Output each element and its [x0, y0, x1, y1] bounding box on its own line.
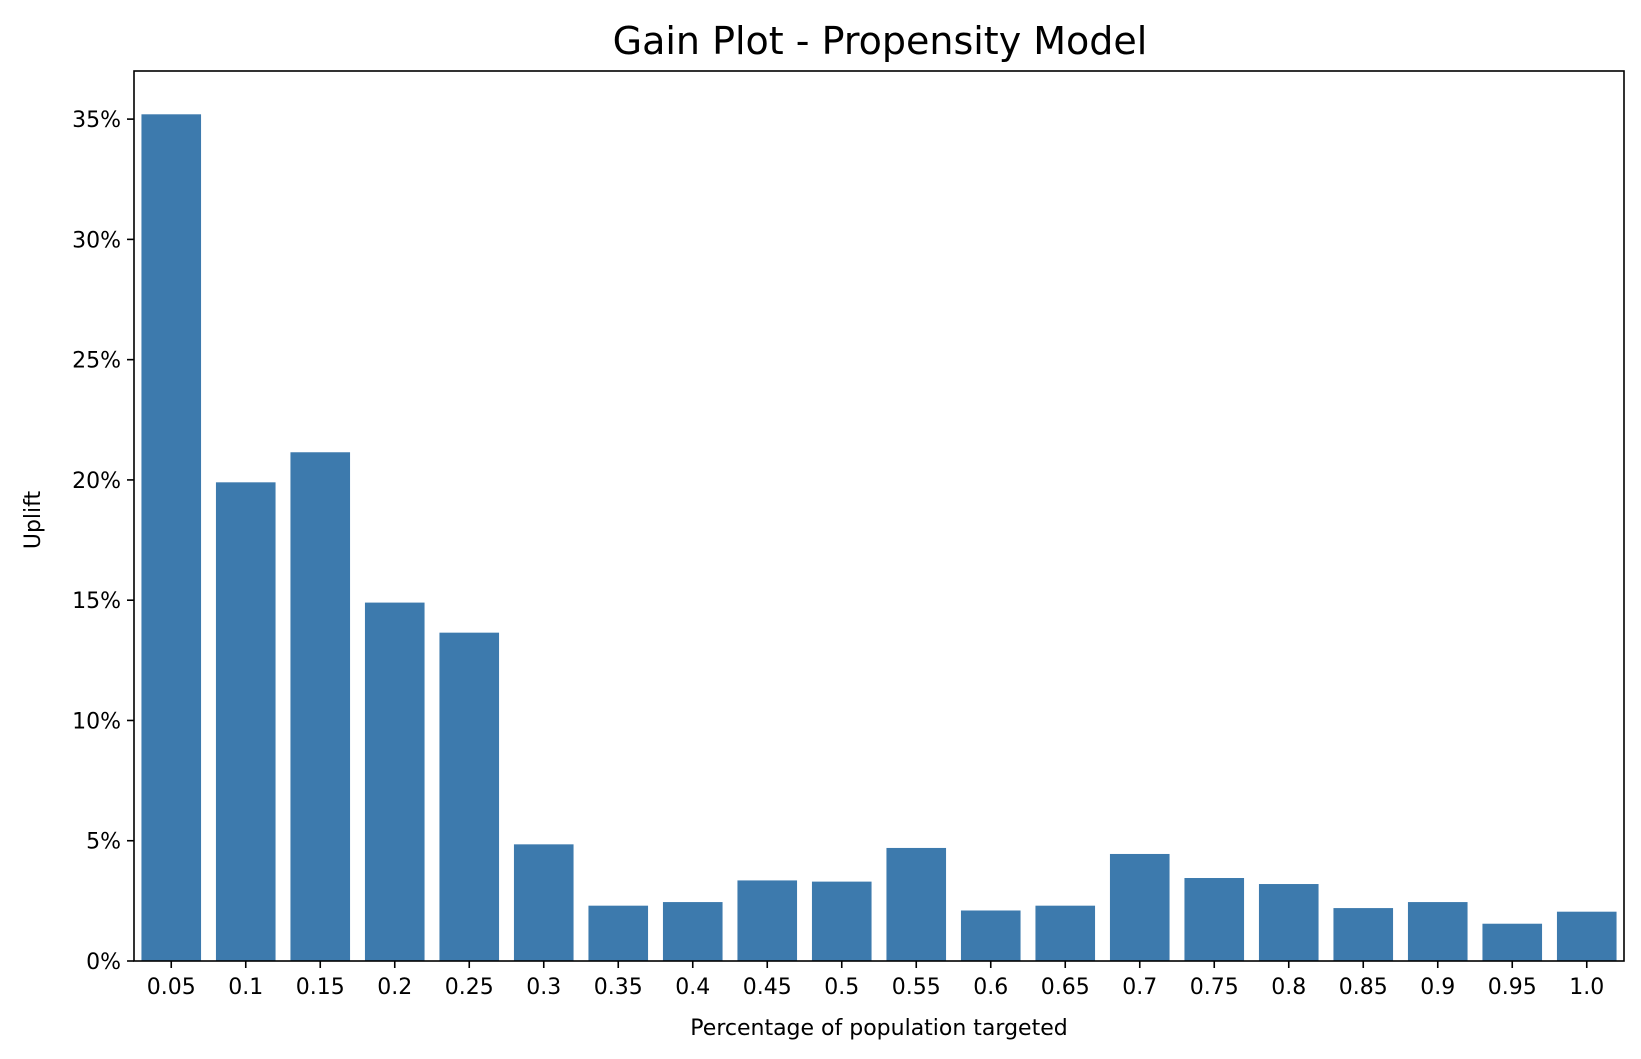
bar-0.3 — [513, 844, 574, 961]
y-tick-label: 20% — [72, 469, 121, 494]
x-axis-label: Percentage of population targeted — [690, 1016, 1067, 1041]
bar-0.1 — [215, 482, 276, 961]
bar-0.35 — [588, 905, 649, 961]
y-tick-label: 25% — [72, 349, 121, 374]
bar-0.5 — [811, 881, 872, 961]
x-tick-label: 0.25 — [445, 975, 494, 1000]
bar-0.2 — [364, 602, 425, 961]
x-tick-label: 0.3 — [526, 975, 561, 1000]
x-tick-label: 1.0 — [1569, 975, 1604, 1000]
y-tick-label: 0% — [86, 950, 121, 975]
x-tick-label: 0.85 — [1339, 975, 1388, 1000]
x-tick-label: 0.15 — [296, 975, 345, 1000]
x-tick-label: 0.7 — [1122, 975, 1157, 1000]
x-tick-label: 0.2 — [377, 975, 412, 1000]
bars-group — [141, 114, 1617, 962]
bar-0.25 — [439, 632, 500, 961]
bar-0.8 — [1258, 884, 1319, 961]
y-tick-label: 30% — [72, 228, 121, 253]
x-axis-ticks: 0.05 0.1 0.15 0.2 0.25 0.3 0.35 0.4 0.45 0.5 0.55 0… — [147, 961, 1604, 1000]
y-tick-label: 10% — [72, 709, 121, 734]
x-tick-label: 0.8 — [1271, 975, 1306, 1000]
x-tick-label: 0.5 — [824, 975, 859, 1000]
y-axis-ticks: 0% 5% 10% 15% 20% 25% 30% 35% — [72, 108, 134, 975]
y-tick-label: 5% — [86, 830, 121, 855]
x-tick-label: 0.45 — [743, 975, 792, 1000]
x-tick-label: 0.65 — [1041, 975, 1090, 1000]
x-tick-label: 0.6 — [973, 975, 1008, 1000]
bar-0.6 — [960, 910, 1021, 961]
bar-0.45 — [737, 880, 798, 961]
bar-0.9 — [1407, 902, 1468, 961]
x-tick-label: 0.1 — [228, 975, 263, 1000]
x-tick-label: 0.55 — [892, 975, 941, 1000]
x-tick-label: 0.05 — [147, 975, 196, 1000]
bar-0.85 — [1333, 908, 1394, 961]
y-tick-label: 15% — [72, 589, 121, 614]
plot-frame — [133, 70, 1625, 962]
x-tick-label: 0.4 — [675, 975, 710, 1000]
y-axis-label: Uplift — [21, 490, 46, 549]
x-tick-label: 0.75 — [1190, 975, 1239, 1000]
bar-0.7 — [1109, 853, 1170, 961]
bar-0.15 — [290, 452, 351, 961]
y-tick-label: 35% — [72, 108, 121, 133]
bar-0.05 — [141, 114, 202, 962]
bar-0.75 — [1184, 878, 1245, 961]
bar-0.55 — [886, 847, 947, 961]
bar-1.0 — [1556, 911, 1617, 961]
bar-0.4 — [662, 902, 723, 961]
x-tick-label: 0.35 — [594, 975, 643, 1000]
chart-title: Gain Plot - Propensity Model — [613, 19, 1148, 63]
bar-0.95 — [1482, 923, 1543, 961]
bar-0.65 — [1035, 905, 1096, 961]
x-tick-label: 0.9 — [1420, 975, 1455, 1000]
x-tick-label: 0.95 — [1488, 975, 1537, 1000]
